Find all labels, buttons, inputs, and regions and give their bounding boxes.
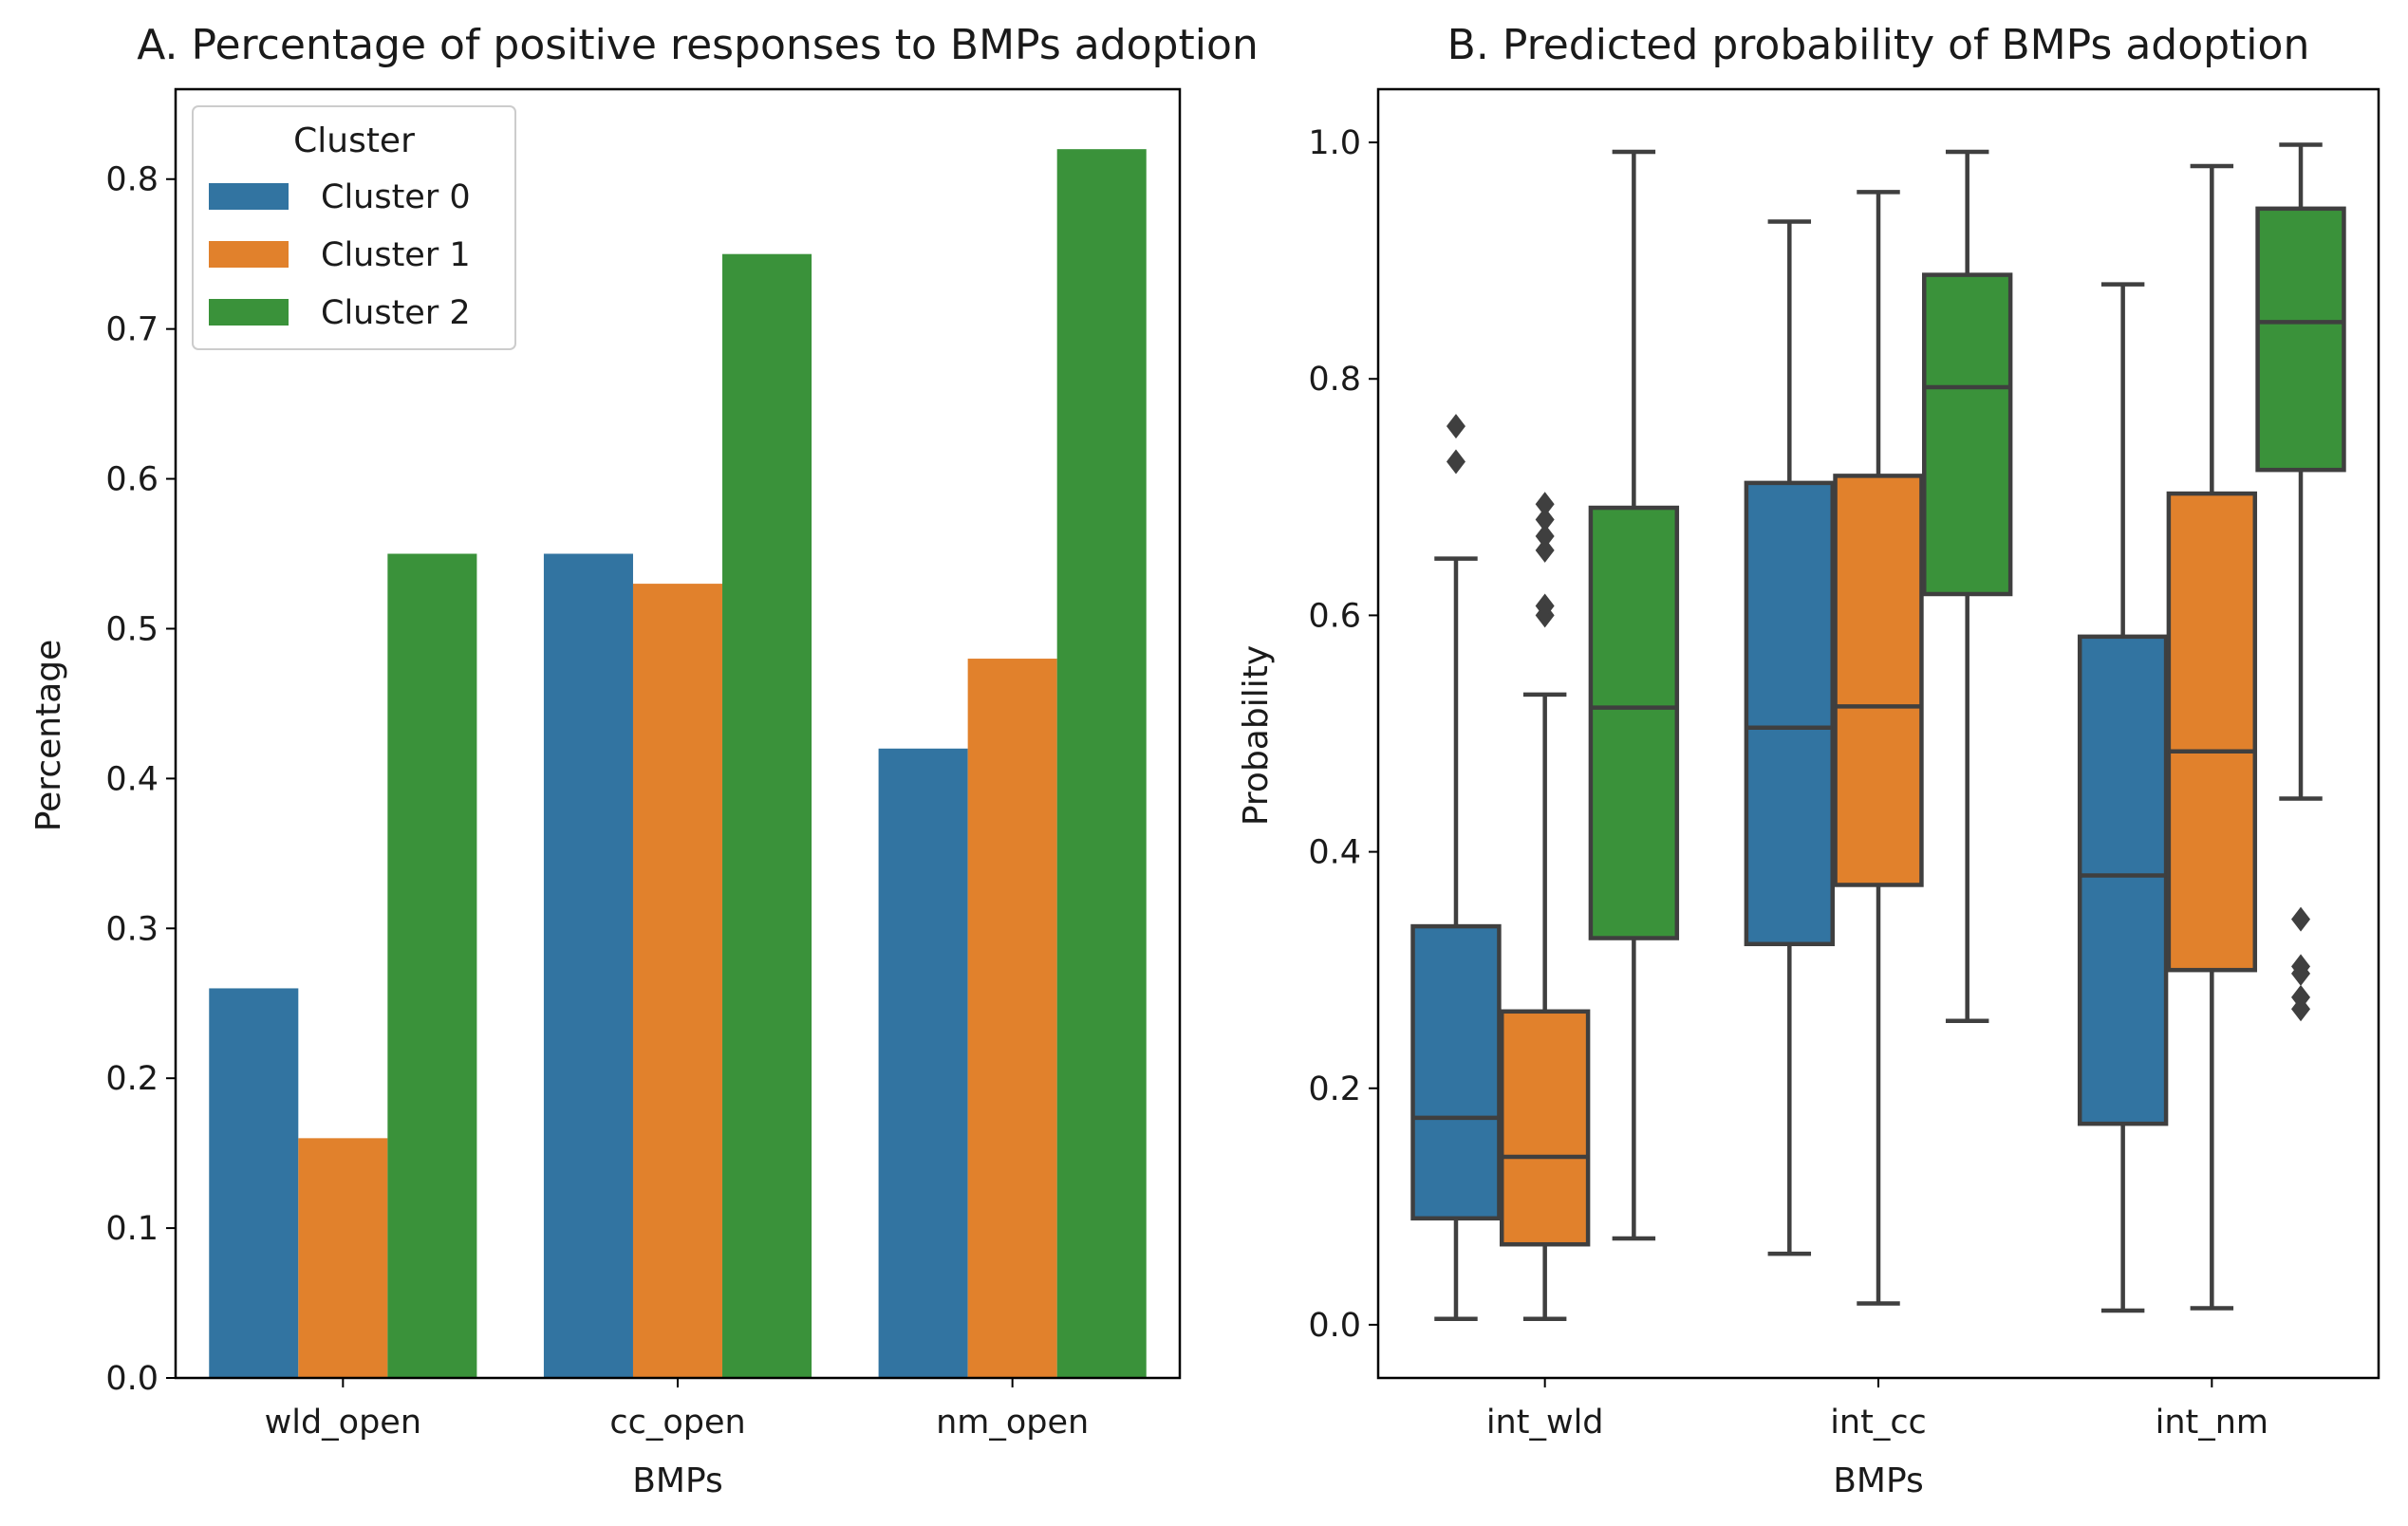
box-int_nm-series-0 <box>2077 282 2169 1313</box>
box-int_cc-series-0 <box>1744 219 1836 1256</box>
panel-a-frame <box>174 87 1182 1380</box>
panel-b-y-axis-label: Probability <box>1237 645 1276 826</box>
bar-cc_open-cluster-2 <box>722 253 812 1379</box>
box-int_wld-series-0 <box>1410 414 1502 1321</box>
outlier-marker <box>1535 492 1555 517</box>
outlier-marker <box>2291 906 2311 932</box>
legend-title: Cluster <box>293 121 415 160</box>
bar-cc_open-cluster-0 <box>543 553 633 1378</box>
x-tick-label: int_nm <box>2156 1404 2268 1442</box>
legend-label: Cluster 1 <box>321 236 471 274</box>
x-tick-label: int_wld <box>1486 1404 1604 1442</box>
outlier-marker <box>1535 593 1555 619</box>
y-tick-label: 0.2 <box>105 1060 159 1098</box>
outlier-marker <box>2291 954 2311 979</box>
legend-items: Cluster 0 Cluster 1 Cluster 2 <box>209 178 471 332</box>
y-tick-label: 0.3 <box>105 910 159 948</box>
box-int_cc-series-1 <box>1833 190 1924 1306</box>
bar-wld_open-cluster-1 <box>298 1138 388 1378</box>
box-iqr <box>1499 1009 1591 1247</box>
legend-swatch <box>209 241 289 268</box>
x-tick-label: int_cc <box>1830 1404 1927 1442</box>
bar-wld_open-cluster-2 <box>387 553 477 1378</box>
y-tick-label: 0.4 <box>1308 834 1361 872</box>
legend-swatch <box>209 183 289 210</box>
y-tick-label: 0.2 <box>1308 1070 1361 1108</box>
box-iqr <box>1921 272 2013 597</box>
y-tick-label: 0.1 <box>105 1210 159 1248</box>
bar-nm_open-cluster-0 <box>878 748 968 1378</box>
box-iqr <box>1588 505 1680 940</box>
y-tick-label: 0.4 <box>105 760 159 798</box>
y-tick-label: 1.0 <box>1308 124 1361 162</box>
legend-swatch <box>209 299 289 326</box>
panel-b-y-axis: 0.0 0.2 0.4 0.6 0.8 1.0 <box>1308 124 1378 1345</box>
box-iqr <box>1410 923 1502 1221</box>
box-int_wld-series-2 <box>1588 149 1680 1241</box>
bar-nm_open-cluster-1 <box>967 659 1057 1378</box>
x-tick-label: nm_open <box>936 1404 1089 1442</box>
y-tick-label: 0.0 <box>1308 1307 1361 1345</box>
outlier-marker <box>1535 537 1555 563</box>
panel-a-y-axis: 0.0 0.1 0.2 0.3 0.4 0.5 0.6 0.7 0.8 <box>105 161 176 1398</box>
outlier-marker <box>1535 507 1555 532</box>
box-int_wld-series-1 <box>1499 492 1591 1321</box>
y-tick-label: 0.6 <box>1308 597 1361 635</box>
outlier-marker <box>1535 523 1555 549</box>
outlier-marker <box>1446 414 1465 439</box>
outlier-marker <box>2291 984 2311 1010</box>
panel-b-x-axis-label: BMPs <box>1833 1461 1924 1500</box>
panel-a-legend: Cluster Cluster 0 Cluster 1 Cluster 2 <box>192 105 516 350</box>
x-tick-label: wld_open <box>265 1404 421 1442</box>
panel-b-box-plot: B. Predicted probability of BMPs adoptio… <box>1237 21 2380 1500</box>
y-tick-label: 0.0 <box>105 1360 159 1398</box>
box-iqr <box>1744 480 1836 947</box>
panel-b-title: B. Predicted probability of BMPs adoptio… <box>1447 21 2310 69</box>
legend-label: Cluster 0 <box>321 178 471 216</box>
panel-b-frame <box>1376 87 2380 1380</box>
y-tick-label: 0.8 <box>1308 361 1361 399</box>
y-tick-label: 0.6 <box>105 461 159 499</box>
bar-nm_open-cluster-2 <box>1056 149 1147 1378</box>
outlier-marker <box>1446 449 1465 475</box>
panel-b-x-axis: int_wld int_cc int_nm <box>1486 1378 2268 1442</box>
panel-a-title: A. Percentage of positive responses to B… <box>137 21 1259 69</box>
box-iqr <box>2166 491 2258 973</box>
box-iqr <box>2255 206 2346 473</box>
box-iqr <box>2077 634 2169 1126</box>
panel-a-x-axis-label: BMPs <box>632 1461 723 1500</box>
panel-a-bar-chart: A. Percentage of positive responses to B… <box>29 21 1259 1500</box>
panel-a-x-axis: wld_open cc_open nm_open <box>265 1378 1089 1442</box>
y-tick-label: 0.5 <box>105 610 159 648</box>
bar-wld_open-cluster-0 <box>209 988 299 1378</box>
box-iqr <box>1833 474 1924 887</box>
legend-label: Cluster 2 <box>321 294 471 332</box>
panel-a-bars <box>209 149 1147 1379</box>
y-tick-label: 0.8 <box>105 161 159 199</box>
panel-a-y-axis-label: Percentage <box>29 640 68 832</box>
y-tick-label: 0.7 <box>105 311 159 349</box>
box-int_nm-series-2 <box>2255 142 2346 1022</box>
legend-box <box>192 105 516 350</box>
x-tick-label: cc_open <box>609 1404 745 1442</box>
bar-cc_open-cluster-1 <box>632 584 723 1378</box>
panel-b-boxes <box>1410 142 2346 1321</box>
box-int_nm-series-1 <box>2166 163 2258 1311</box>
box-int_cc-series-2 <box>1921 149 2013 1023</box>
